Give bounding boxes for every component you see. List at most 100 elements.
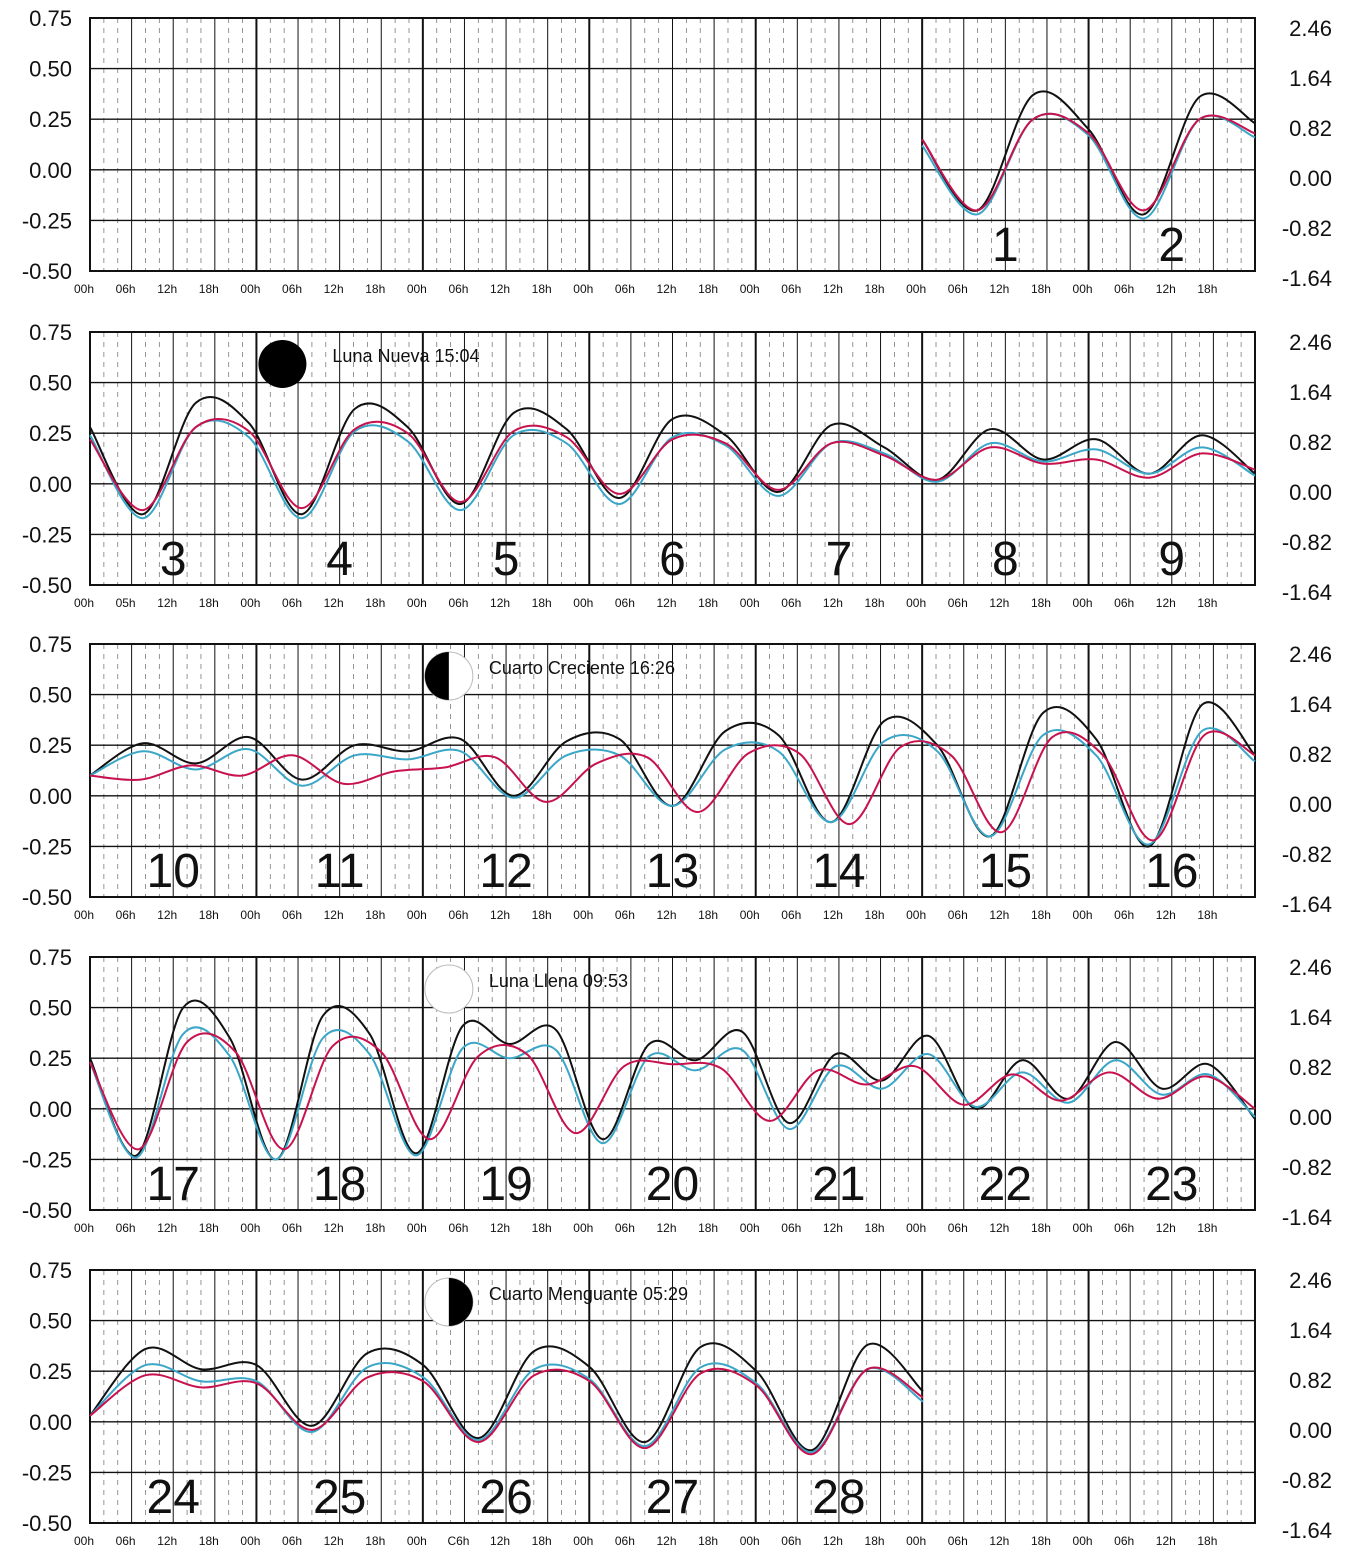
x-tick-label: 00h — [906, 1221, 926, 1235]
moon-phase-label: Cuarto Menguante 05:29 — [489, 1284, 688, 1304]
x-tick-label: 18h — [199, 908, 219, 922]
x-tick-label: 06h — [1114, 1534, 1134, 1548]
predicted-series-line — [89, 1026, 1256, 1161]
y-right-tick-label: 1.64 — [1289, 692, 1332, 717]
x-tick-label: 00h — [1073, 282, 1093, 296]
x-tick-label: 12h — [823, 1221, 843, 1235]
x-tick-label: 06h — [1114, 908, 1134, 922]
x-tick-label: 18h — [865, 1534, 885, 1548]
x-tick-label: 12h — [157, 1534, 177, 1548]
x-tick-label: 00h — [740, 282, 760, 296]
residual-series-line — [921, 112, 1256, 212]
x-tick-label: 12h — [823, 908, 843, 922]
x-tick-label: 12h — [989, 908, 1009, 922]
day-number-label: 28 — [812, 1471, 865, 1524]
y-right-tick-label: -0.82 — [1282, 1155, 1332, 1180]
x-tick-label: 12h — [823, 1534, 843, 1548]
y-right-tick-label: 2.46 — [1289, 16, 1332, 41]
x-tick-label: 12h — [157, 596, 177, 610]
x-tick-label: 12h — [324, 596, 344, 610]
tide-panel-1: 0.75 0.50 0.25 0.00 -0.25 -0.50 2.46 1.64 0.82 0.… — [22, 6, 1332, 296]
x-tick-label: 18h — [1197, 908, 1217, 922]
y-left-tick-label: 0.50 — [29, 683, 72, 708]
y-left-tick-label: 0.25 — [29, 1359, 72, 1384]
x-tick-label: 12h — [656, 1221, 676, 1235]
x-tick-label: 06h — [1114, 596, 1134, 610]
x-tick-label: 18h — [365, 1534, 385, 1548]
x-tick-label: 06h — [282, 1221, 302, 1235]
x-tick-label: 18h — [1197, 596, 1217, 610]
residual-series-line — [89, 1366, 924, 1456]
x-tick-label: 00h — [740, 1221, 760, 1235]
x-tick-label: 06h — [116, 1221, 136, 1235]
day-number-label: 15 — [979, 845, 1032, 898]
x-tick-label: 00h — [573, 908, 593, 922]
x-tick-label: 00h — [240, 1221, 260, 1235]
x-tick-label: 06h — [781, 282, 801, 296]
observed-series-line — [89, 1342, 924, 1452]
x-tick-label: 12h — [823, 282, 843, 296]
y-left-tick-label: 0.50 — [29, 1309, 72, 1334]
x-tick-label: 06h — [781, 908, 801, 922]
x-tick-label: 06h — [282, 908, 302, 922]
day-number-label: 10 — [147, 845, 200, 898]
new-moon-icon — [258, 340, 307, 388]
y-right-tick-label: -0.82 — [1282, 530, 1332, 555]
y-right-tick-label: -0.82 — [1282, 1468, 1332, 1493]
x-tick-label: 12h — [324, 908, 344, 922]
moon-phase-icon — [424, 1277, 474, 1327]
y-left-tick-label: 0.50 — [29, 996, 72, 1021]
y-left-tick-label: 0.75 — [29, 1258, 72, 1283]
x-tick-label: 18h — [698, 596, 718, 610]
y-right-tick-label: 2.46 — [1289, 1268, 1332, 1293]
x-tick-label: 00h — [74, 596, 94, 610]
predicted-series-line — [89, 1362, 924, 1454]
day-number-label: 2 — [1158, 219, 1185, 272]
y-right-tick-label: -1.64 — [1282, 1205, 1332, 1230]
x-tick-label: 00h — [240, 908, 260, 922]
y-left-tick-label: -0.25 — [22, 1147, 72, 1172]
day-number-label: 22 — [979, 1158, 1032, 1211]
y-left-tick-label: 0.50 — [29, 371, 72, 396]
y-right-tick-label: 0.00 — [1289, 1105, 1332, 1130]
x-tick-label: 18h — [199, 1221, 219, 1235]
x-tick-label: 18h — [199, 596, 219, 610]
x-tick-label: 06h — [1114, 1221, 1134, 1235]
x-tick-label: 18h — [532, 1221, 552, 1235]
x-tick-label: 06h — [948, 1534, 968, 1548]
y-right-tick-label: 0.00 — [1289, 1418, 1332, 1443]
x-tick-label: 18h — [1031, 1221, 1051, 1235]
x-tick-label: 12h — [1156, 282, 1176, 296]
x-tick-label: 18h — [365, 596, 385, 610]
y-right-tick-label: -1.64 — [1282, 892, 1332, 917]
y-left-tick-label: 0.00 — [29, 158, 72, 183]
y-left-tick-label: 0.75 — [29, 945, 72, 970]
x-tick-label: 12h — [324, 282, 344, 296]
x-tick-label: 06h — [948, 908, 968, 922]
y-left-tick-label: 0.00 — [29, 784, 72, 809]
y-right-tick-label: 0.82 — [1289, 430, 1332, 455]
y-right-tick-label: 1.64 — [1289, 1318, 1332, 1343]
x-tick-label: 12h — [989, 596, 1009, 610]
x-tick-label: 06h — [948, 596, 968, 610]
tide-panel-2: 0.75 0.50 0.25 0.00 -0.25 -0.50 2.46 1.64 0.82 0.… — [22, 320, 1332, 610]
x-tick-label: 18h — [1031, 596, 1051, 610]
y-left-tick-label: -0.50 — [22, 259, 72, 284]
y-right-tick-label: 1.64 — [1289, 380, 1332, 405]
y-left-tick-label: 0.25 — [29, 733, 72, 758]
x-tick-label: 18h — [698, 282, 718, 296]
y-right-tick-label: 0.00 — [1289, 480, 1332, 505]
y-left-tick-label: 0.50 — [29, 57, 72, 82]
full-moon-icon — [424, 964, 474, 1014]
x-tick-label: 12h — [490, 1534, 510, 1548]
y-right-tick-label: 1.64 — [1289, 1005, 1332, 1030]
y-left-tick-label: -0.50 — [22, 1198, 72, 1223]
x-tick-label: 12h — [823, 596, 843, 610]
x-tick-label: 06h — [116, 908, 136, 922]
x-tick-label: 18h — [1197, 1534, 1217, 1548]
day-number-label: 23 — [1145, 1158, 1198, 1211]
y-right-tick-label: -1.64 — [1282, 580, 1332, 605]
x-tick-label: 06h — [615, 282, 635, 296]
y-left-tick-label: 0.25 — [29, 107, 72, 132]
